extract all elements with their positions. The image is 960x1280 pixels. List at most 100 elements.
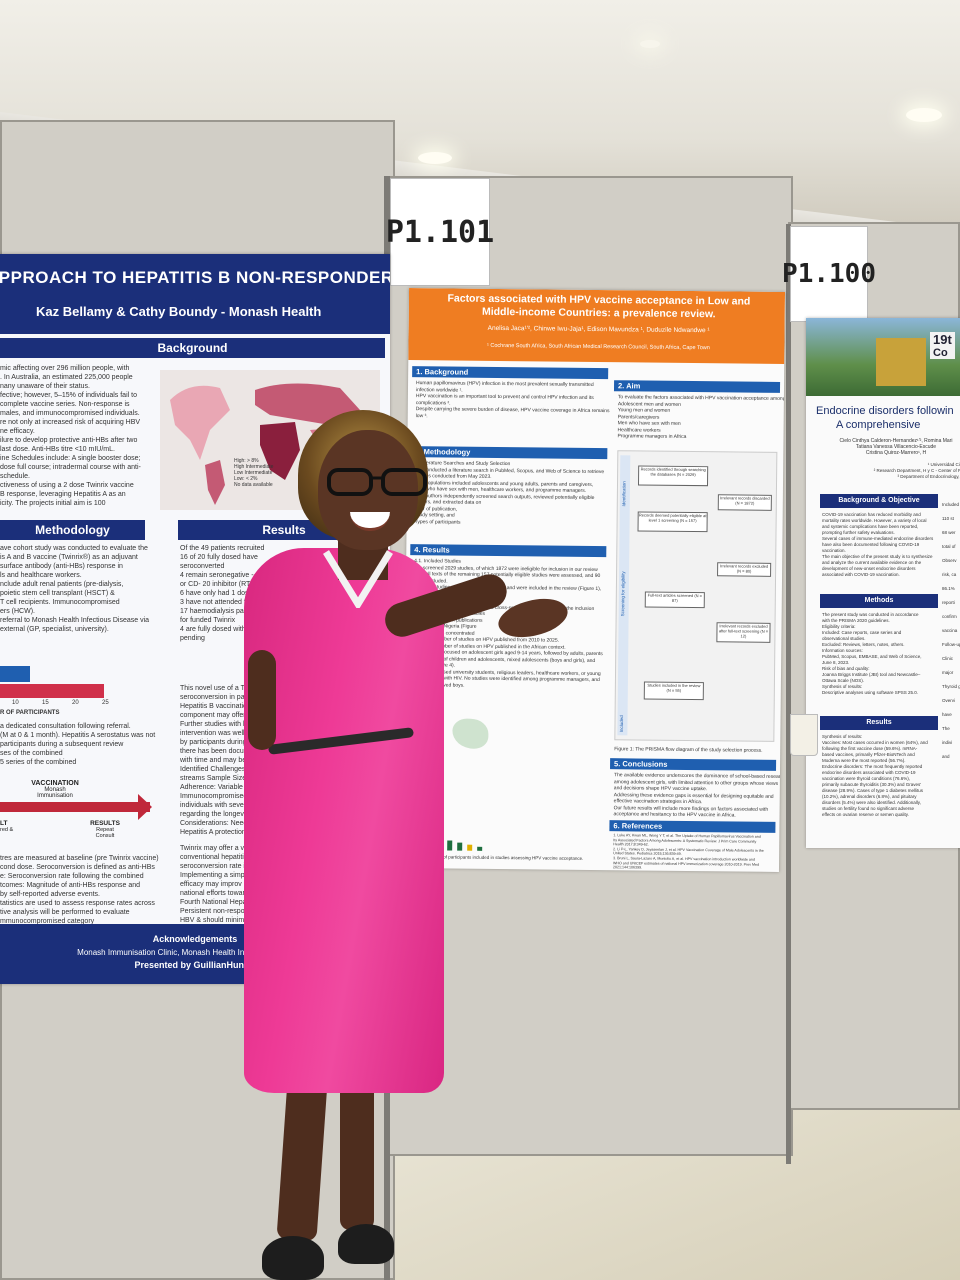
person-leg-right [340,1080,374,1230]
text-line: seroconverted [180,563,225,570]
section-header-results: 4. Results [410,544,607,558]
text-line: prompting further safety evaluations. [822,530,895,535]
text-line: endocrine disorders associated with COVI… [822,770,916,775]
text-line: Programme managers in Africa [617,433,687,440]
text-line: Further studies with larger [180,721,261,728]
challenges-text: This novel use of a Twinrix seroconversio… [180,684,390,837]
text-line: national efforts towar [180,890,245,897]
text-line: seroconversion in patients [180,694,262,701]
prisma-flow-diagram: Identification Screening for eligibility I… [614,450,778,742]
text-line: The main objective of the present study … [822,554,933,559]
text-line: mic affecting over 296 million people, w… [0,365,130,372]
poster-affiliation: ¹ Universidad Cient² Research Department… [826,462,960,480]
text-line: 68 wer [942,530,956,535]
poster-title: Endocrine disorders followin A comprehen… [816,405,954,431]
poster-hpv-vaccine: Factors associated with HPV vaccine acce… [402,288,786,872]
text-line: COVID-19 vaccination has reduced morbidi… [822,512,921,517]
text-line: Twinrix may offer a viabl [180,845,255,852]
lanyard [323,550,393,608]
text-line: based vaccines, primarily Pfizer-BioNTec… [822,752,915,757]
text-line: streams Sample Size: Small co [180,775,277,782]
poster-authors: Kaz Bellamy & Cathy Boundy - Monash Heal… [36,304,322,319]
text-line: (M at 0 & 1 month). Hepatitis A serostat… [0,732,156,739]
text-line: Included [942,502,960,507]
text-line: Implementing a simpl [180,872,247,879]
text-line: Hepatitis B vaccination. T [180,703,259,710]
text-line: The [942,726,950,731]
text-line: individuals with severe immun [180,802,273,809]
text-line: 4 remain seronegative - HSCT pati [180,572,288,579]
text-line: component may offer a va [180,712,261,719]
references-text: 1. Luke AY, Kwan ML, Wong Y T, et al. Th… [613,833,777,871]
text-line: Included: Case reports, case series and [822,630,902,635]
text-line: observational studies. [822,636,866,641]
flow-box: Records deemed potentially eligible at l… [637,511,708,533]
text-line: B response, leveraging Hepatitis A as an [0,491,126,498]
text-line: disease (28.9%). Cases of type 1 diabete… [822,788,924,793]
text-line: Thyroid gl [942,684,960,689]
text-line: a dedicated consultation following refer… [0,723,131,730]
text-line: The present study was conducted in accor… [822,612,919,617]
section-header-methodology: 3. Methodology [411,446,608,460]
text-line: and analyze the current available eviden… [822,560,922,565]
text-line: surface antibody (anti-HBs) response in [0,563,123,570]
text-line: Identified Challenges: Vaccine [180,766,274,773]
text-line: Several cases of immune-mediated endocri… [822,536,934,541]
flow-vaccination: VACCINATION Monash Immunisation [31,780,79,799]
text-line: last dose. Anti-HBs titre <10 mIU/mL. [0,446,115,453]
text-line: by self-reported adverse events. [0,891,100,898]
conference-year: 19t Co [930,332,955,359]
bar-red [0,684,104,698]
text-line: (10.2%), adrenal disorders (6.8%), and p… [822,794,917,799]
text-line: vaccination were thyroid conditions (76.… [822,776,911,781]
text-line: This novel use of a Twinrix [180,685,263,692]
poster-number-text: P1.100 [782,259,876,289]
text-line: with time and may become undet [180,757,283,764]
side-column-text: Included 110 st 68 wer total of Observ risk, … [942,498,960,764]
text-line: e: Seroconversion rate following the com… [0,873,144,880]
flow-left: LT red & [0,820,14,833]
aim-text: To evaluate the factors associated with … [617,394,785,441]
text-line: efficacy may improv [180,881,242,888]
text-line: ers (HCW). [0,608,35,615]
text-line: and [942,754,950,759]
text-line: ³ Department of Endocrinology, Cli [897,474,960,479]
temple-graphic [876,338,926,386]
text-line: tres are measured at baseline (pre Twinr… [0,855,159,862]
text-line: ine Schedules include: A single booster … [0,455,141,462]
text-line: conventional hepatitis [180,854,248,861]
text-line: following the first vaccine dose (59.6%)… [822,746,918,751]
flow-boxes: Records identified through searching the… [618,451,776,701]
africa-map-figure [452,718,489,749]
text-line: Fourth National Hepat [180,899,249,906]
text-line: ² Research Department, H y C - Center of… [873,468,960,473]
legend-entry: Low Intermediate [234,470,273,476]
map-legend: High: > 8% High Intermediate Low Intermedi… [234,458,273,488]
text-line: nany unaware of their status. [0,383,90,390]
text-line: ctiveness of using a 2 dose Twinrix vacc… [0,482,134,489]
text-line: tive analysis will be performed to evalu… [0,909,130,916]
flow-box: Records identified through searching the… [637,465,709,487]
axis-tick-label: 15 [42,700,49,706]
section-header-methods: Methods [820,594,938,608]
ceiling-light [418,152,452,164]
text-line: ne efficacy. [0,428,35,435]
text-line: intervention was well tolerate [180,730,270,737]
paper-cup [790,714,818,756]
flow-box: Irrelevant records excluded after full-t… [716,622,771,643]
flow-stage-label: Screening for eligibility [620,571,626,617]
flow-box: Full-text articles screened (N = 87) [644,591,705,609]
text-line: Joanna Briggs Institute (JBI) tool and N… [822,672,921,677]
person-arm-left [248,650,276,750]
text-line: confirm [942,614,957,619]
text-line: vaccination. [822,548,846,553]
person-shoe [262,1236,324,1280]
text-line: Ottawa Scale (NOS). [822,678,865,683]
text-line: June 8, 2023. [822,660,850,665]
text-line: Eligibility criteria: [822,624,856,629]
text-line: Risk of bias and quality: [822,666,870,671]
background-text: Human papillomavirus (HPV) infection is … [416,380,612,421]
text-line: effects on ovarian reserve or semen qual… [822,812,909,817]
text-line: PubMed, Scopus, EMBASE, and Web of Scien… [822,654,922,659]
text-line: mortality rates worldwide. However, a va… [822,518,927,523]
